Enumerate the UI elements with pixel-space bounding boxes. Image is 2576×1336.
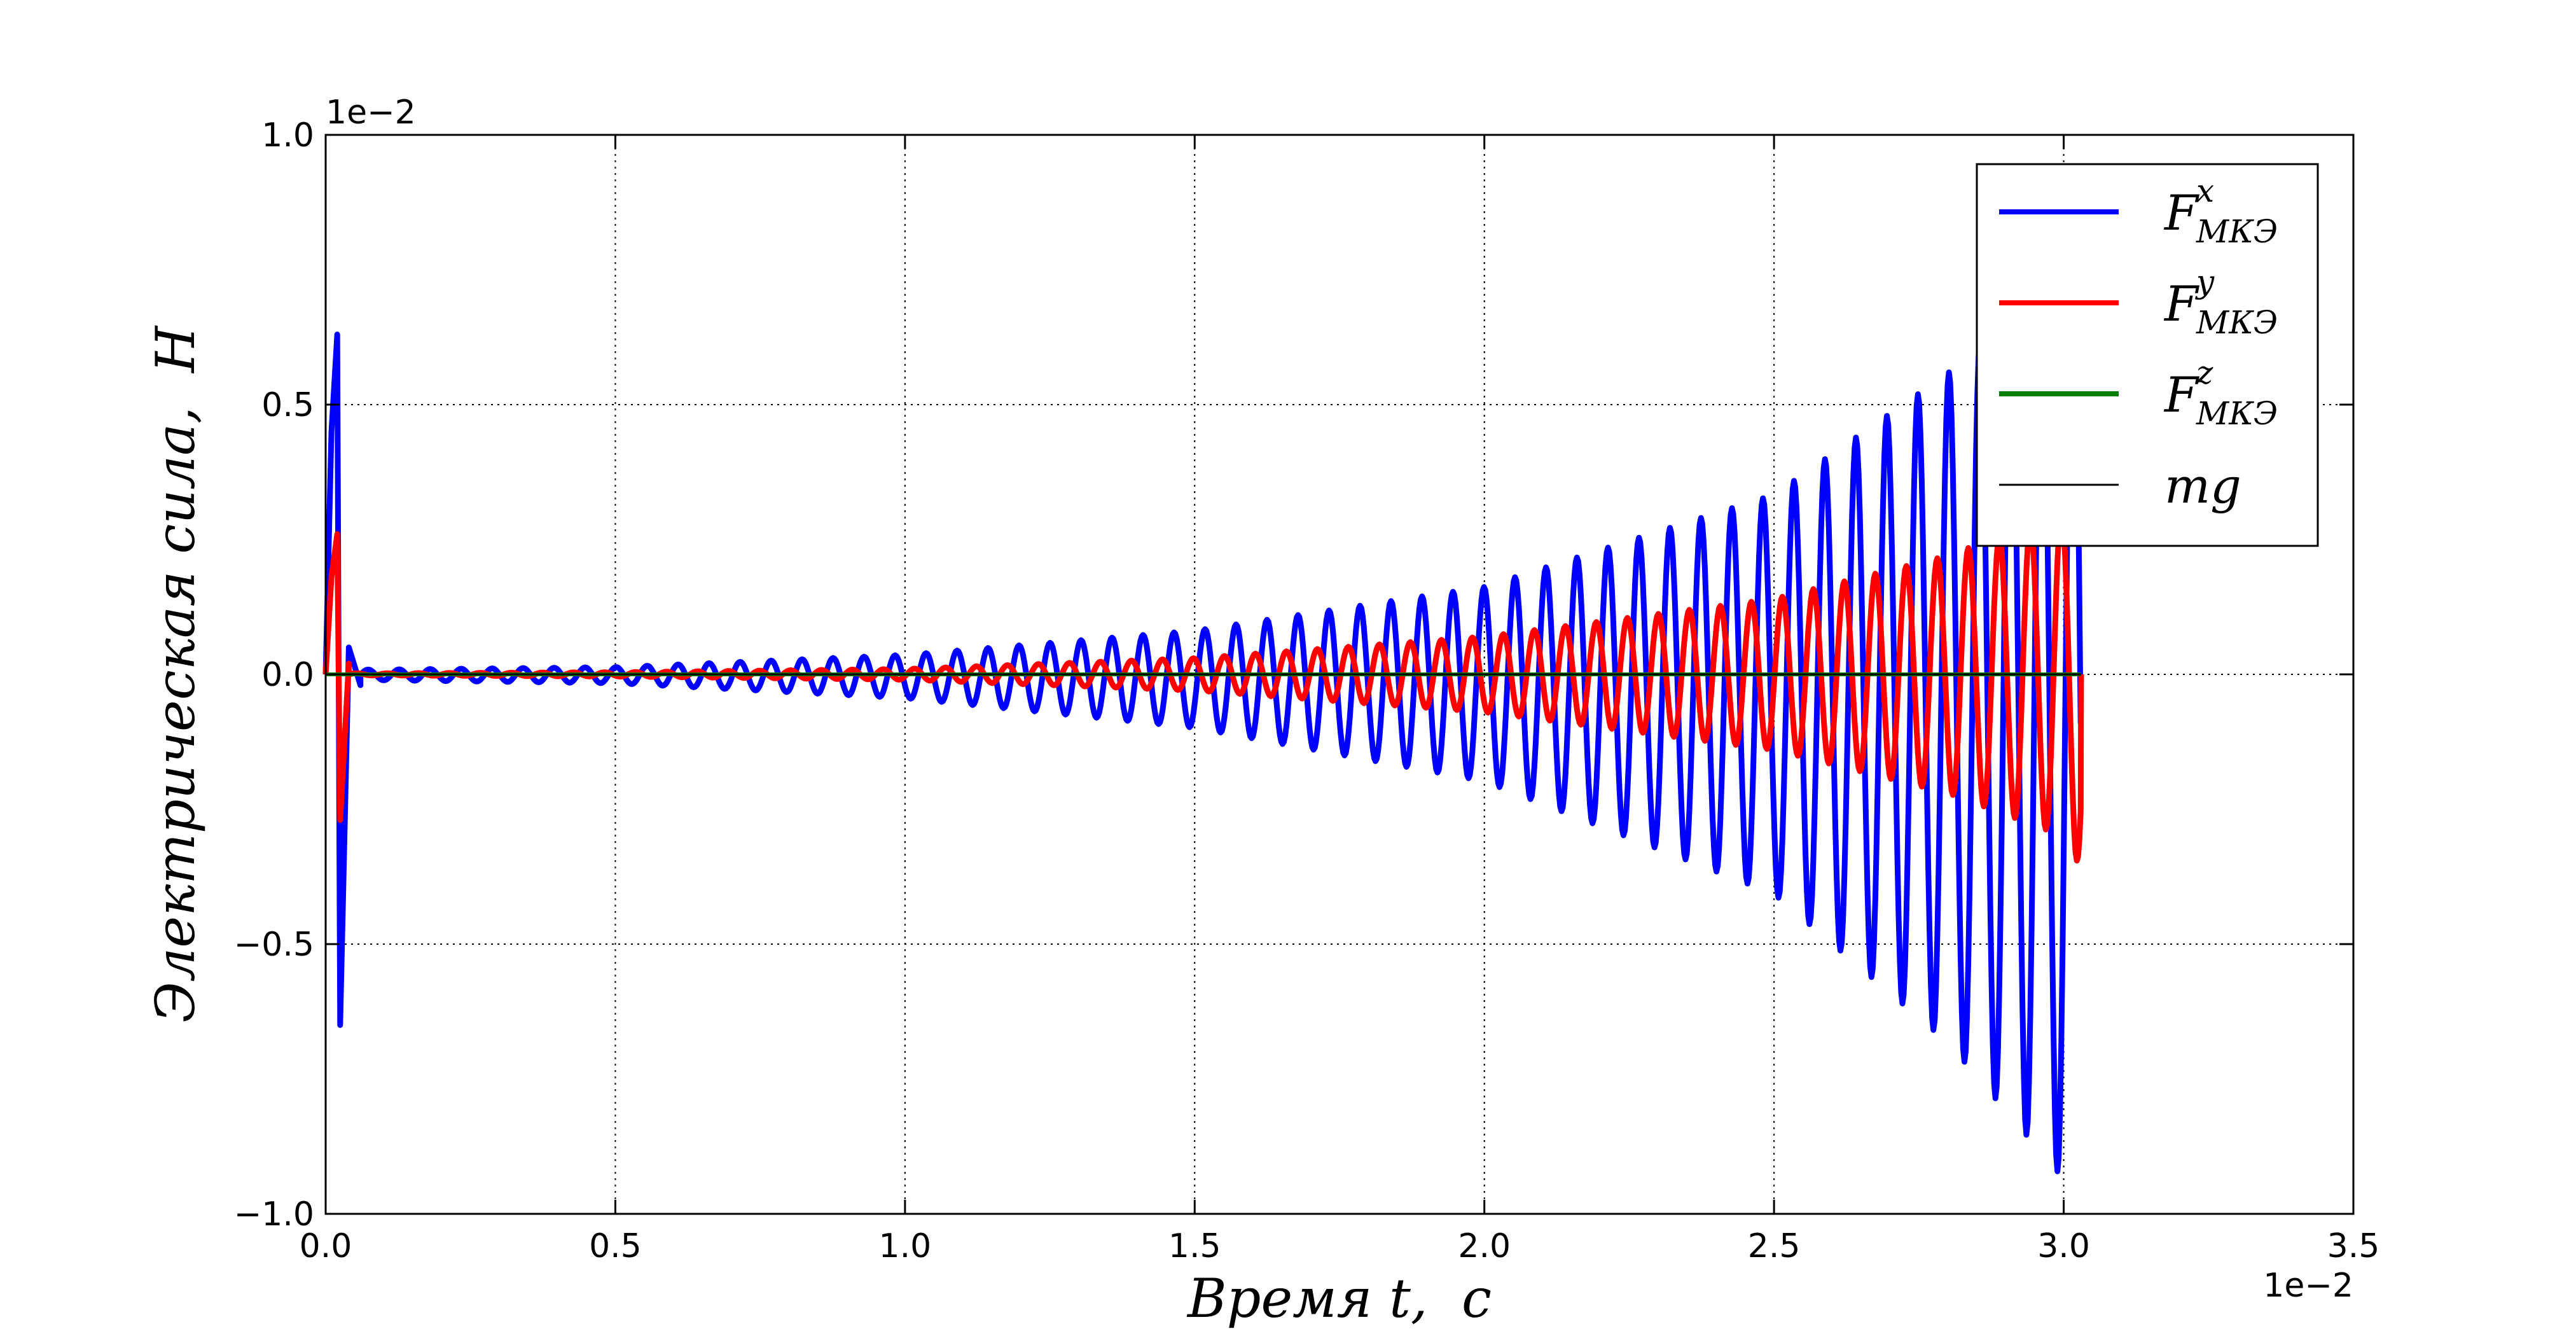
y-tick-label: 0.0 [261,656,314,694]
legend-label-sub-1: МКЭ [2196,213,2278,250]
legend-label-sup-3: z [2196,354,2213,391]
x-tick-label: 3.0 [2037,1227,2090,1265]
x-tick-label: 2.5 [1748,1227,1801,1265]
x-tick-label: 1.5 [1168,1227,1221,1265]
legend-label-2: F [2163,275,2199,332]
legend-box [1976,163,2319,547]
y-axis-title: Электрическая сила, Н [144,325,207,1023]
y-tick-label: 0.5 [261,386,314,424]
legend-label-sup-2: y [2195,263,2215,300]
legend-label-1: F [2163,184,2199,241]
x-tick-label: 3.5 [2327,1227,2380,1265]
legend-label-sup-1: x [2196,172,2214,209]
y-offset-label: 1e−2 [326,94,416,132]
y-tick-label: −0.5 [234,926,314,964]
x-tick-label: 1.0 [879,1227,932,1265]
y-tick-label: −1.0 [234,1195,314,1234]
legend-label-sub-3: МКЭ [2196,395,2278,432]
x-tick-label: 0.5 [589,1227,642,1265]
legend-label-3: F [2163,366,2199,423]
x-offset-label: 1e−2 [2263,1267,2353,1305]
legend-label-sub-2: МКЭ [2196,304,2278,341]
plot-series-group [322,246,2084,1174]
y-tick-label: 1.0 [261,116,314,155]
x-axis-title: Время t, c [1186,1267,1492,1330]
x-tick-label: 2.0 [1458,1227,1511,1265]
x-tick-label: 0.0 [300,1227,352,1265]
legend-label-4: mg [2164,457,2241,514]
ticks: 0.0 0.5 1.0 1.5 2.0 2.5 3.0 3.5 −1.0 −0.5 0.0 0.5 1.… [234,116,2380,1265]
